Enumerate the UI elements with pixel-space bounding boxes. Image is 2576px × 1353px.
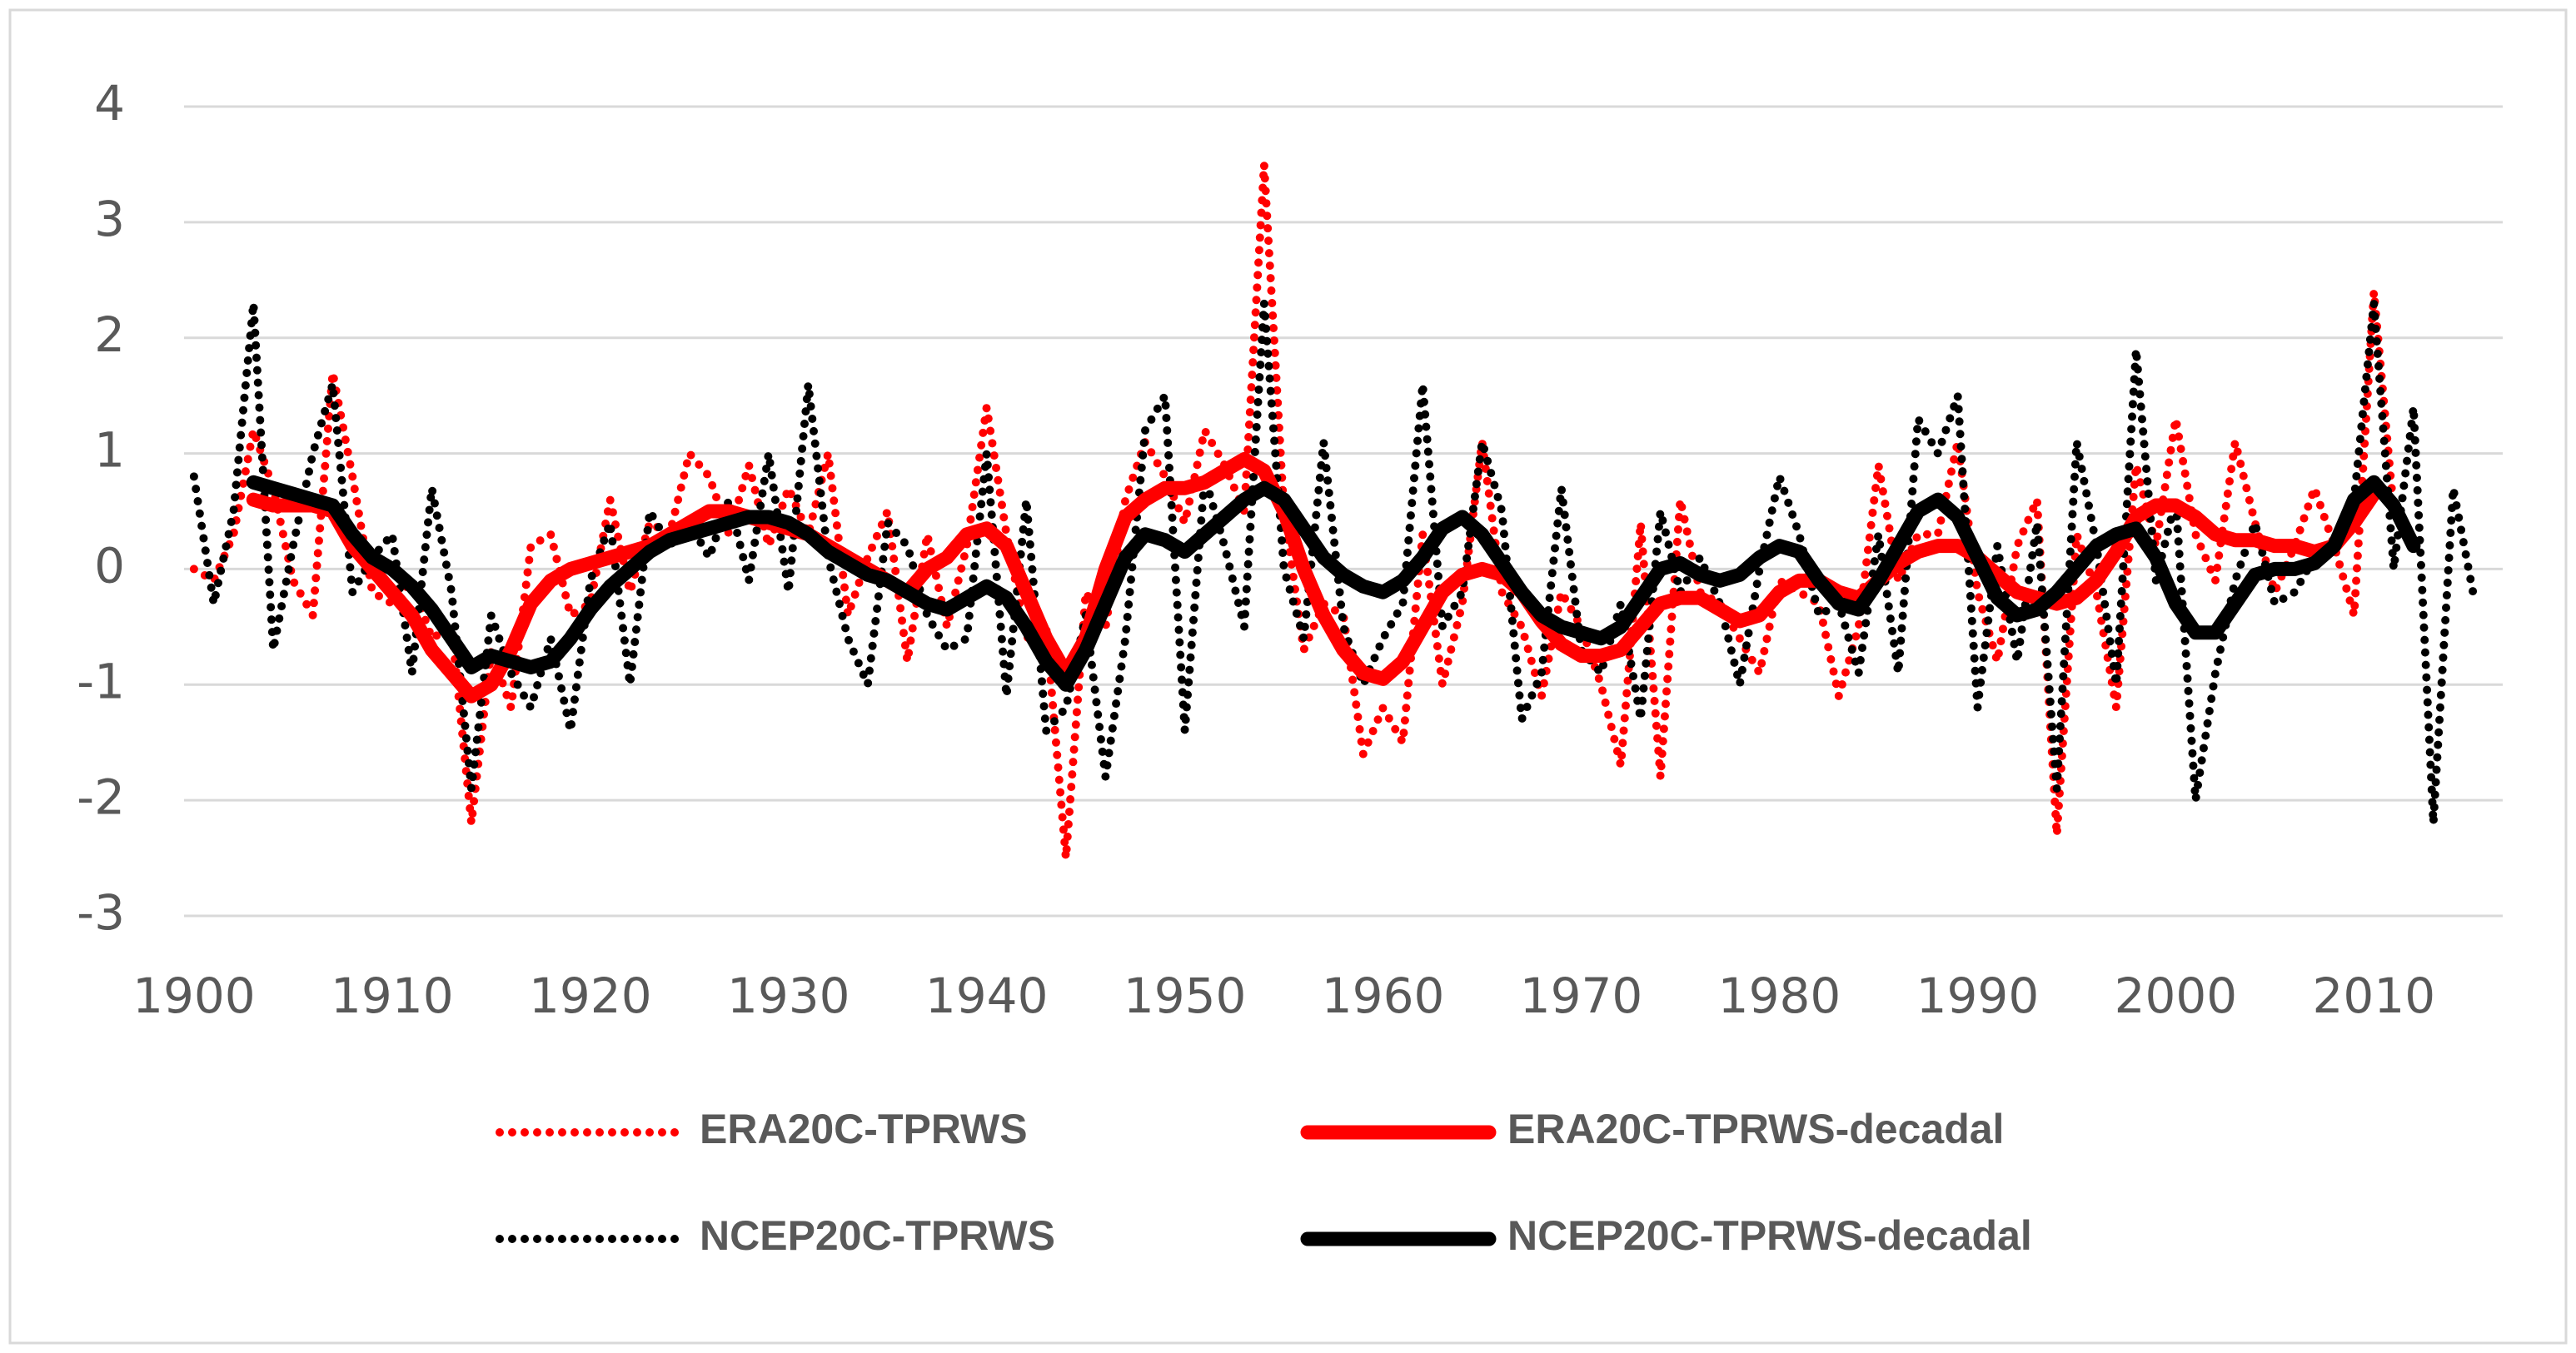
x-tick-label: 1980 bbox=[1718, 967, 1841, 1024]
legend-label: NCEP20C-TPRWS bbox=[700, 1212, 1055, 1259]
x-tick-label: 1960 bbox=[1322, 967, 1445, 1024]
x-tick-label: 1910 bbox=[331, 967, 454, 1024]
y-tick-label: 2 bbox=[94, 306, 125, 363]
x-tick-label: 1970 bbox=[1520, 967, 1643, 1024]
x-tick-label: 1940 bbox=[925, 967, 1049, 1024]
x-tick-label: 1920 bbox=[529, 967, 652, 1024]
legend-label: ERA20C-TPRWS bbox=[700, 1106, 1028, 1152]
y-tick-label: 1 bbox=[94, 422, 125, 479]
chart-border bbox=[8, 8, 2568, 1345]
x-tick-label: 1950 bbox=[1124, 967, 1247, 1024]
series-line bbox=[246, 475, 2421, 692]
legend-label: NCEP20C-TPRWS-decadal bbox=[1507, 1212, 2032, 1259]
y-tick-label: -1 bbox=[77, 653, 125, 709]
x-tick-label: 1930 bbox=[727, 967, 850, 1024]
y-tick-label: 0 bbox=[94, 538, 125, 594]
legend-label: ERA20C-TPRWS-decadal bbox=[1507, 1106, 2004, 1152]
y-tick-label: 3 bbox=[94, 191, 125, 247]
x-tick-label: 1990 bbox=[1916, 967, 2040, 1024]
y-tick-label: -2 bbox=[77, 769, 125, 825]
y-tick-label: -3 bbox=[77, 884, 125, 941]
series-line bbox=[189, 302, 2478, 824]
x-tick-label: 2010 bbox=[2313, 967, 2436, 1024]
series-line bbox=[246, 452, 2381, 704]
x-tick-label: 2000 bbox=[2115, 967, 2238, 1024]
x-tick-label: 1900 bbox=[132, 967, 256, 1024]
y-tick-label: 4 bbox=[94, 75, 125, 132]
